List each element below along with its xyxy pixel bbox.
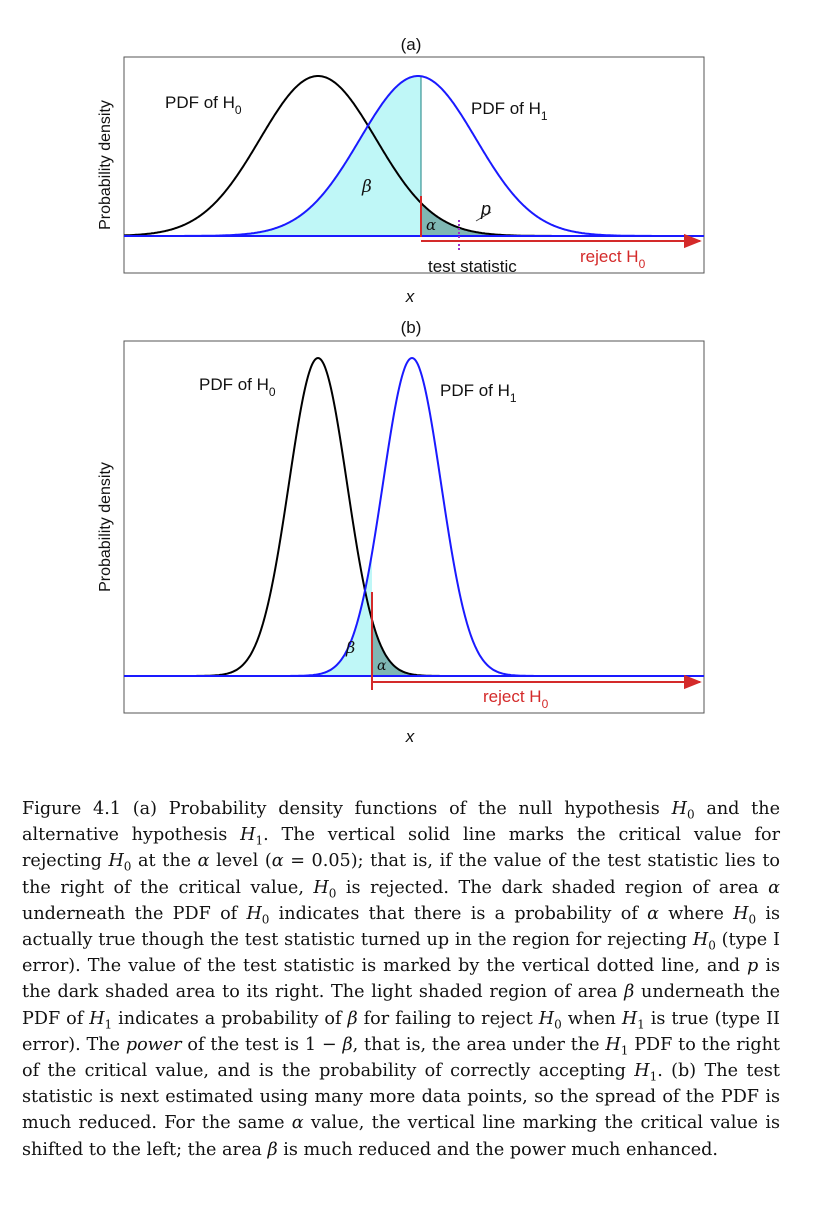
y-axis-label: Probability density: [97, 100, 114, 230]
caption-emphasis: power: [125, 1034, 182, 1055]
caption-subscript: 0: [748, 912, 757, 927]
panel-b-label: (b): [401, 318, 422, 337]
caption-subscript: 1: [255, 833, 264, 848]
panel-b-frame: [123, 340, 705, 714]
caption-math: H: [605, 1034, 621, 1055]
caption-text: = 0.05); that is, if the value of the te…: [22, 851, 780, 898]
h0-curve: [124, 356, 704, 677]
caption-text: (type I error). The value of the test st…: [22, 930, 780, 977]
caption-math: H: [89, 1008, 105, 1029]
panel-b: (b) PDF of H0 PDF of H1 β α reject H0 Pr…: [97, 318, 705, 746]
caption-math: α: [271, 851, 284, 872]
alpha-region: [421, 202, 704, 236]
caption-text: where: [659, 903, 734, 924]
caption-math: H: [671, 799, 687, 819]
beta-region: [124, 553, 372, 676]
y-axis-label: Probability density: [97, 462, 114, 592]
caption-text: of the test is 1 −: [181, 1034, 343, 1055]
caption-text: Figure 4.1 (a) Probability density funct…: [22, 799, 672, 819]
caption-math: H: [313, 877, 329, 898]
caption-math: H: [733, 903, 749, 924]
caption-text: and the alternative hypothesis: [22, 799, 780, 846]
h1-curve: [124, 356, 704, 677]
p-label: p: [480, 199, 491, 219]
caption-subscript: 1: [620, 1043, 629, 1058]
caption-text: is rejected. The dark shaded region of a…: [336, 877, 769, 898]
caption-math: H: [240, 825, 256, 846]
caption-text: is much reduced and the power much enhan…: [277, 1139, 718, 1160]
caption-text: level (: [209, 851, 272, 872]
h0-label: PDF of H0: [199, 375, 276, 399]
caption-subscript: 1: [104, 1017, 113, 1032]
caption-math: β: [267, 1139, 278, 1160]
caption-math: β: [347, 1008, 358, 1029]
caption-text: at the: [131, 851, 198, 872]
caption-math: H: [692, 930, 709, 951]
caption-text: indicates a probability of: [112, 1008, 348, 1029]
caption-math: β: [342, 1034, 353, 1055]
p-pointer-line: [475, 211, 492, 222]
caption-text: value, the vertical line marking the cri…: [22, 1113, 780, 1160]
figure-caption: Figure 4.1 (a) Probability density funct…: [22, 796, 780, 1163]
caption-math: p: [747, 956, 759, 977]
caption-math: H: [538, 1008, 555, 1029]
panel-a-frame: [123, 56, 705, 274]
caption-math: α: [768, 877, 781, 898]
x-axis-label: x: [405, 727, 415, 746]
caption-text: is the dark shaded area to its right. Th…: [22, 956, 780, 1003]
caption-math: H: [246, 903, 262, 924]
caption-text: PDF to the right of the critical value, …: [22, 1034, 781, 1082]
beta-region: [124, 76, 421, 236]
caption-subscript: 1: [649, 1069, 658, 1084]
panel-a: (a) PDF of H0 PDF of H1 β α p test stati…: [97, 35, 705, 306]
h1-label: PDF of H1: [471, 99, 548, 123]
caption-text: , that is, the area under the: [352, 1034, 606, 1055]
caption-subscript: 0: [261, 912, 270, 927]
caption-text: for failing to reject: [357, 1008, 539, 1029]
caption-text: underneath the PDF of: [22, 903, 247, 924]
alpha-label: α: [426, 216, 436, 234]
caption-math: α: [647, 903, 659, 924]
alpha-label: α: [377, 658, 387, 674]
caption-math: α: [291, 1113, 304, 1134]
caption-text: when: [561, 1008, 622, 1029]
caption-text: underneath the PDF of: [22, 982, 780, 1029]
caption-text: is true (type II error). The: [22, 1008, 780, 1055]
h0-label: PDF of H0: [165, 93, 242, 117]
caption-subscript: 0: [328, 886, 337, 901]
h1-label: PDF of H1: [440, 381, 517, 405]
caption-math: H: [634, 1061, 650, 1082]
reject-label: reject H0: [580, 247, 646, 271]
caption-math: β: [624, 982, 635, 1003]
caption-subscript: 0: [123, 859, 132, 874]
reject-label: reject H0: [483, 687, 549, 711]
beta-label: β: [361, 177, 372, 197]
panel-a-label: (a): [401, 35, 422, 54]
caption-subscript: 0: [686, 807, 695, 822]
caption-math: α: [197, 851, 210, 872]
caption-text: is actually true though the test statist…: [22, 903, 781, 951]
alpha-region: [372, 619, 704, 676]
x-axis-label: x: [405, 287, 415, 306]
caption-text: indicates that there is a probability of: [269, 903, 648, 924]
caption-subscript: 0: [708, 938, 716, 953]
caption-text: . The vertical solid line marks the crit…: [22, 825, 780, 872]
figure-4-1: (a) PDF of H0 PDF of H1 β α p test stati…: [97, 35, 705, 746]
beta-label: β: [345, 638, 355, 657]
caption-math: H: [108, 851, 124, 872]
test-statistic-label: test statistic: [428, 257, 517, 276]
caption-subscript: 1: [637, 1017, 645, 1032]
caption-subscript: 0: [554, 1017, 562, 1032]
caption-math: H: [621, 1008, 638, 1029]
caption-text: . (b) The test statistic is next estimat…: [22, 1061, 780, 1134]
